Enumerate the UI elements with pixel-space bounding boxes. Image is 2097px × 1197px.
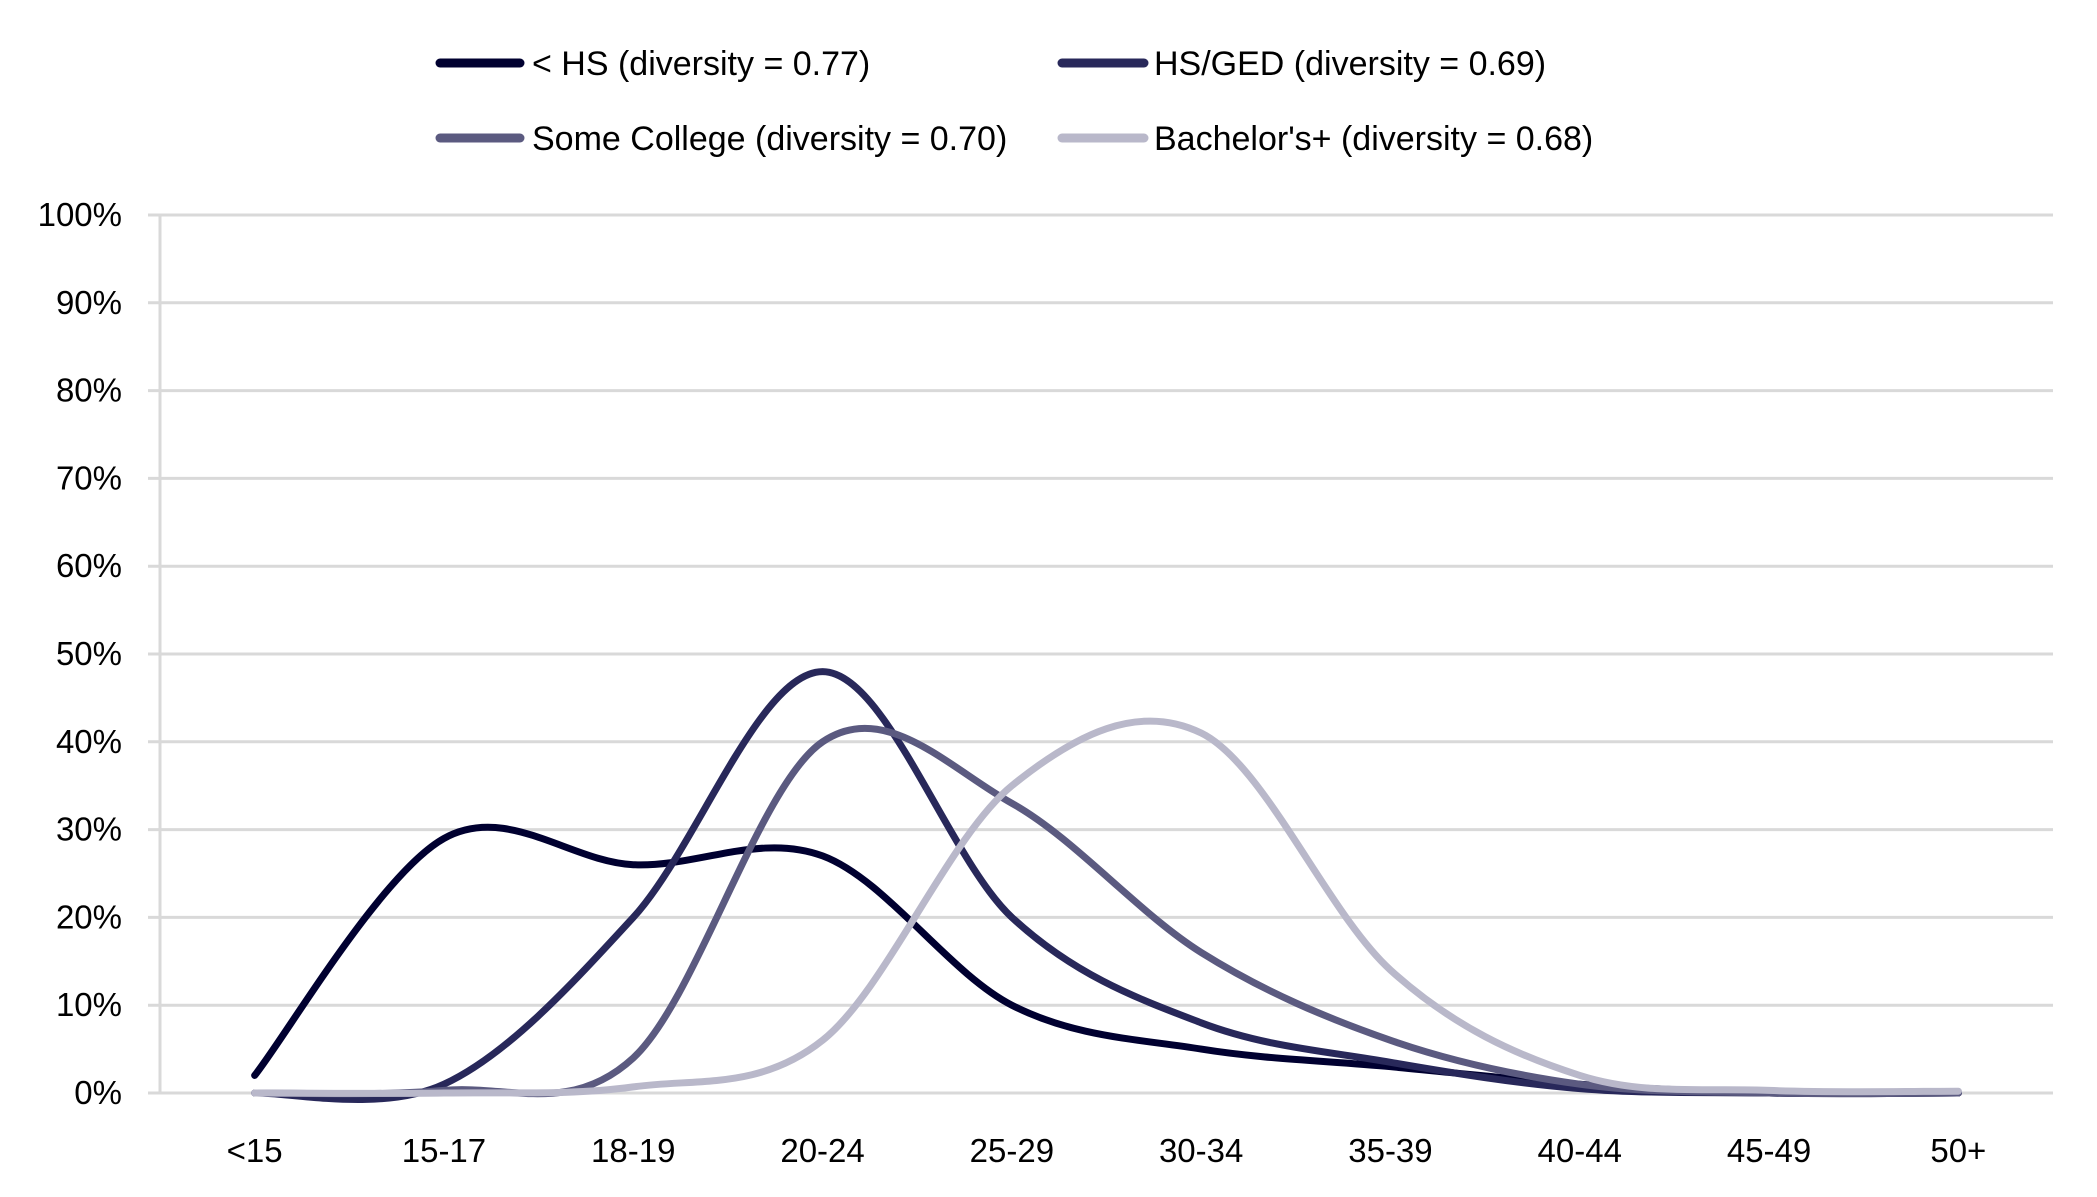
- legend-item: < HS (diversity = 0.77): [435, 45, 870, 83]
- legend-label: < HS (diversity = 0.77): [532, 45, 870, 83]
- legend-label: HS/GED (diversity = 0.69): [1154, 45, 1546, 83]
- legend-item: HS/GED (diversity = 0.69): [1057, 45, 1546, 83]
- y-axis: 0% 10% 20% 30% 40% 50% 60% 70% 80% 90% 100%: [38, 196, 162, 1111]
- y-tick-label: 50%: [56, 635, 122, 672]
- legend: < HS (diversity = 0.77) HS/GED (diversit…: [435, 45, 1593, 158]
- x-tick-label: 45-49: [1727, 1132, 1811, 1169]
- x-tick-label: 30-34: [1159, 1132, 1243, 1169]
- legend-label: Bachelor's+ (diversity = 0.68): [1154, 120, 1593, 158]
- x-tick-label: 35-39: [1348, 1132, 1432, 1169]
- legend-item: Some College (diversity = 0.70): [435, 120, 1007, 158]
- x-axis: <15 15-17 18-19 20-24 25-29 30-34 35-39 40-44 45…: [227, 1132, 1987, 1169]
- y-tick-label: 40%: [56, 723, 122, 760]
- x-tick-label: <15: [227, 1132, 283, 1169]
- y-tick-label: 10%: [56, 986, 122, 1023]
- y-tick-label: 70%: [56, 459, 122, 496]
- y-tick-label: 0%: [74, 1074, 122, 1111]
- series-line-bachelor-s: [251, 717, 1962, 1097]
- legend-item: Bachelor's+ (diversity = 0.68): [1057, 120, 1593, 158]
- x-tick-label: 40-44: [1538, 1132, 1622, 1169]
- x-tick-label: 50+: [1930, 1132, 1986, 1169]
- y-tick-label: 90%: [56, 284, 122, 321]
- gridlines: [148, 213, 2053, 1095]
- y-tick-label: 30%: [56, 811, 122, 848]
- series-line-hs: [251, 823, 1962, 1098]
- legend-label: Some College (diversity = 0.70): [532, 120, 1007, 158]
- x-tick-label: 15-17: [402, 1132, 486, 1169]
- x-tick-label: 20-24: [780, 1132, 864, 1169]
- series-lines: [251, 668, 1962, 1104]
- x-tick-label: 25-29: [970, 1132, 1054, 1169]
- y-tick-label: 60%: [56, 547, 122, 584]
- y-tick-label: 80%: [56, 372, 122, 409]
- x-tick-label: 18-19: [591, 1132, 675, 1169]
- y-tick-label: 100%: [38, 196, 122, 233]
- y-tick-label: 20%: [56, 898, 122, 935]
